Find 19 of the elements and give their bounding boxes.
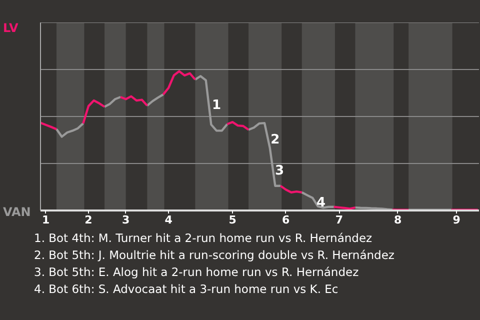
x-tick-label: 5 — [228, 214, 236, 226]
text: VAN — [3, 204, 31, 221]
text: 3. Bot 5th: E. Alog hit a 2-run home run vs R. Hernández — [34, 265, 359, 279]
x-tick-label: 1 — [42, 214, 50, 226]
x-tick-label: 6 — [282, 214, 290, 226]
x-tick-label: 8 — [394, 214, 402, 226]
annotation: 3 — [274, 163, 284, 178]
x-tick-label: 4 — [164, 214, 173, 226]
x-tick-label: 9 — [452, 214, 460, 226]
text: 4. Bot 6th: S. Advocaat hit a 3-run home run vs K. Ec — [34, 282, 338, 296]
text: 2. Bot 5th: J. Moultrie hit a run-scoring double vs R. Hernández — [34, 248, 394, 262]
x-tick-label: 7 — [335, 214, 344, 226]
annotation: 2 — [270, 132, 280, 148]
annotation: 1 — [212, 98, 222, 113]
x-tick-label: 2 — [84, 214, 92, 226]
text: LV — [3, 20, 18, 37]
x-tick-label: 3 — [122, 214, 130, 226]
annotation: 4 — [316, 195, 326, 210]
text: 1. Bot 4th: M. Turner hit a 2-run home run vs R. Hernández — [34, 231, 372, 245]
